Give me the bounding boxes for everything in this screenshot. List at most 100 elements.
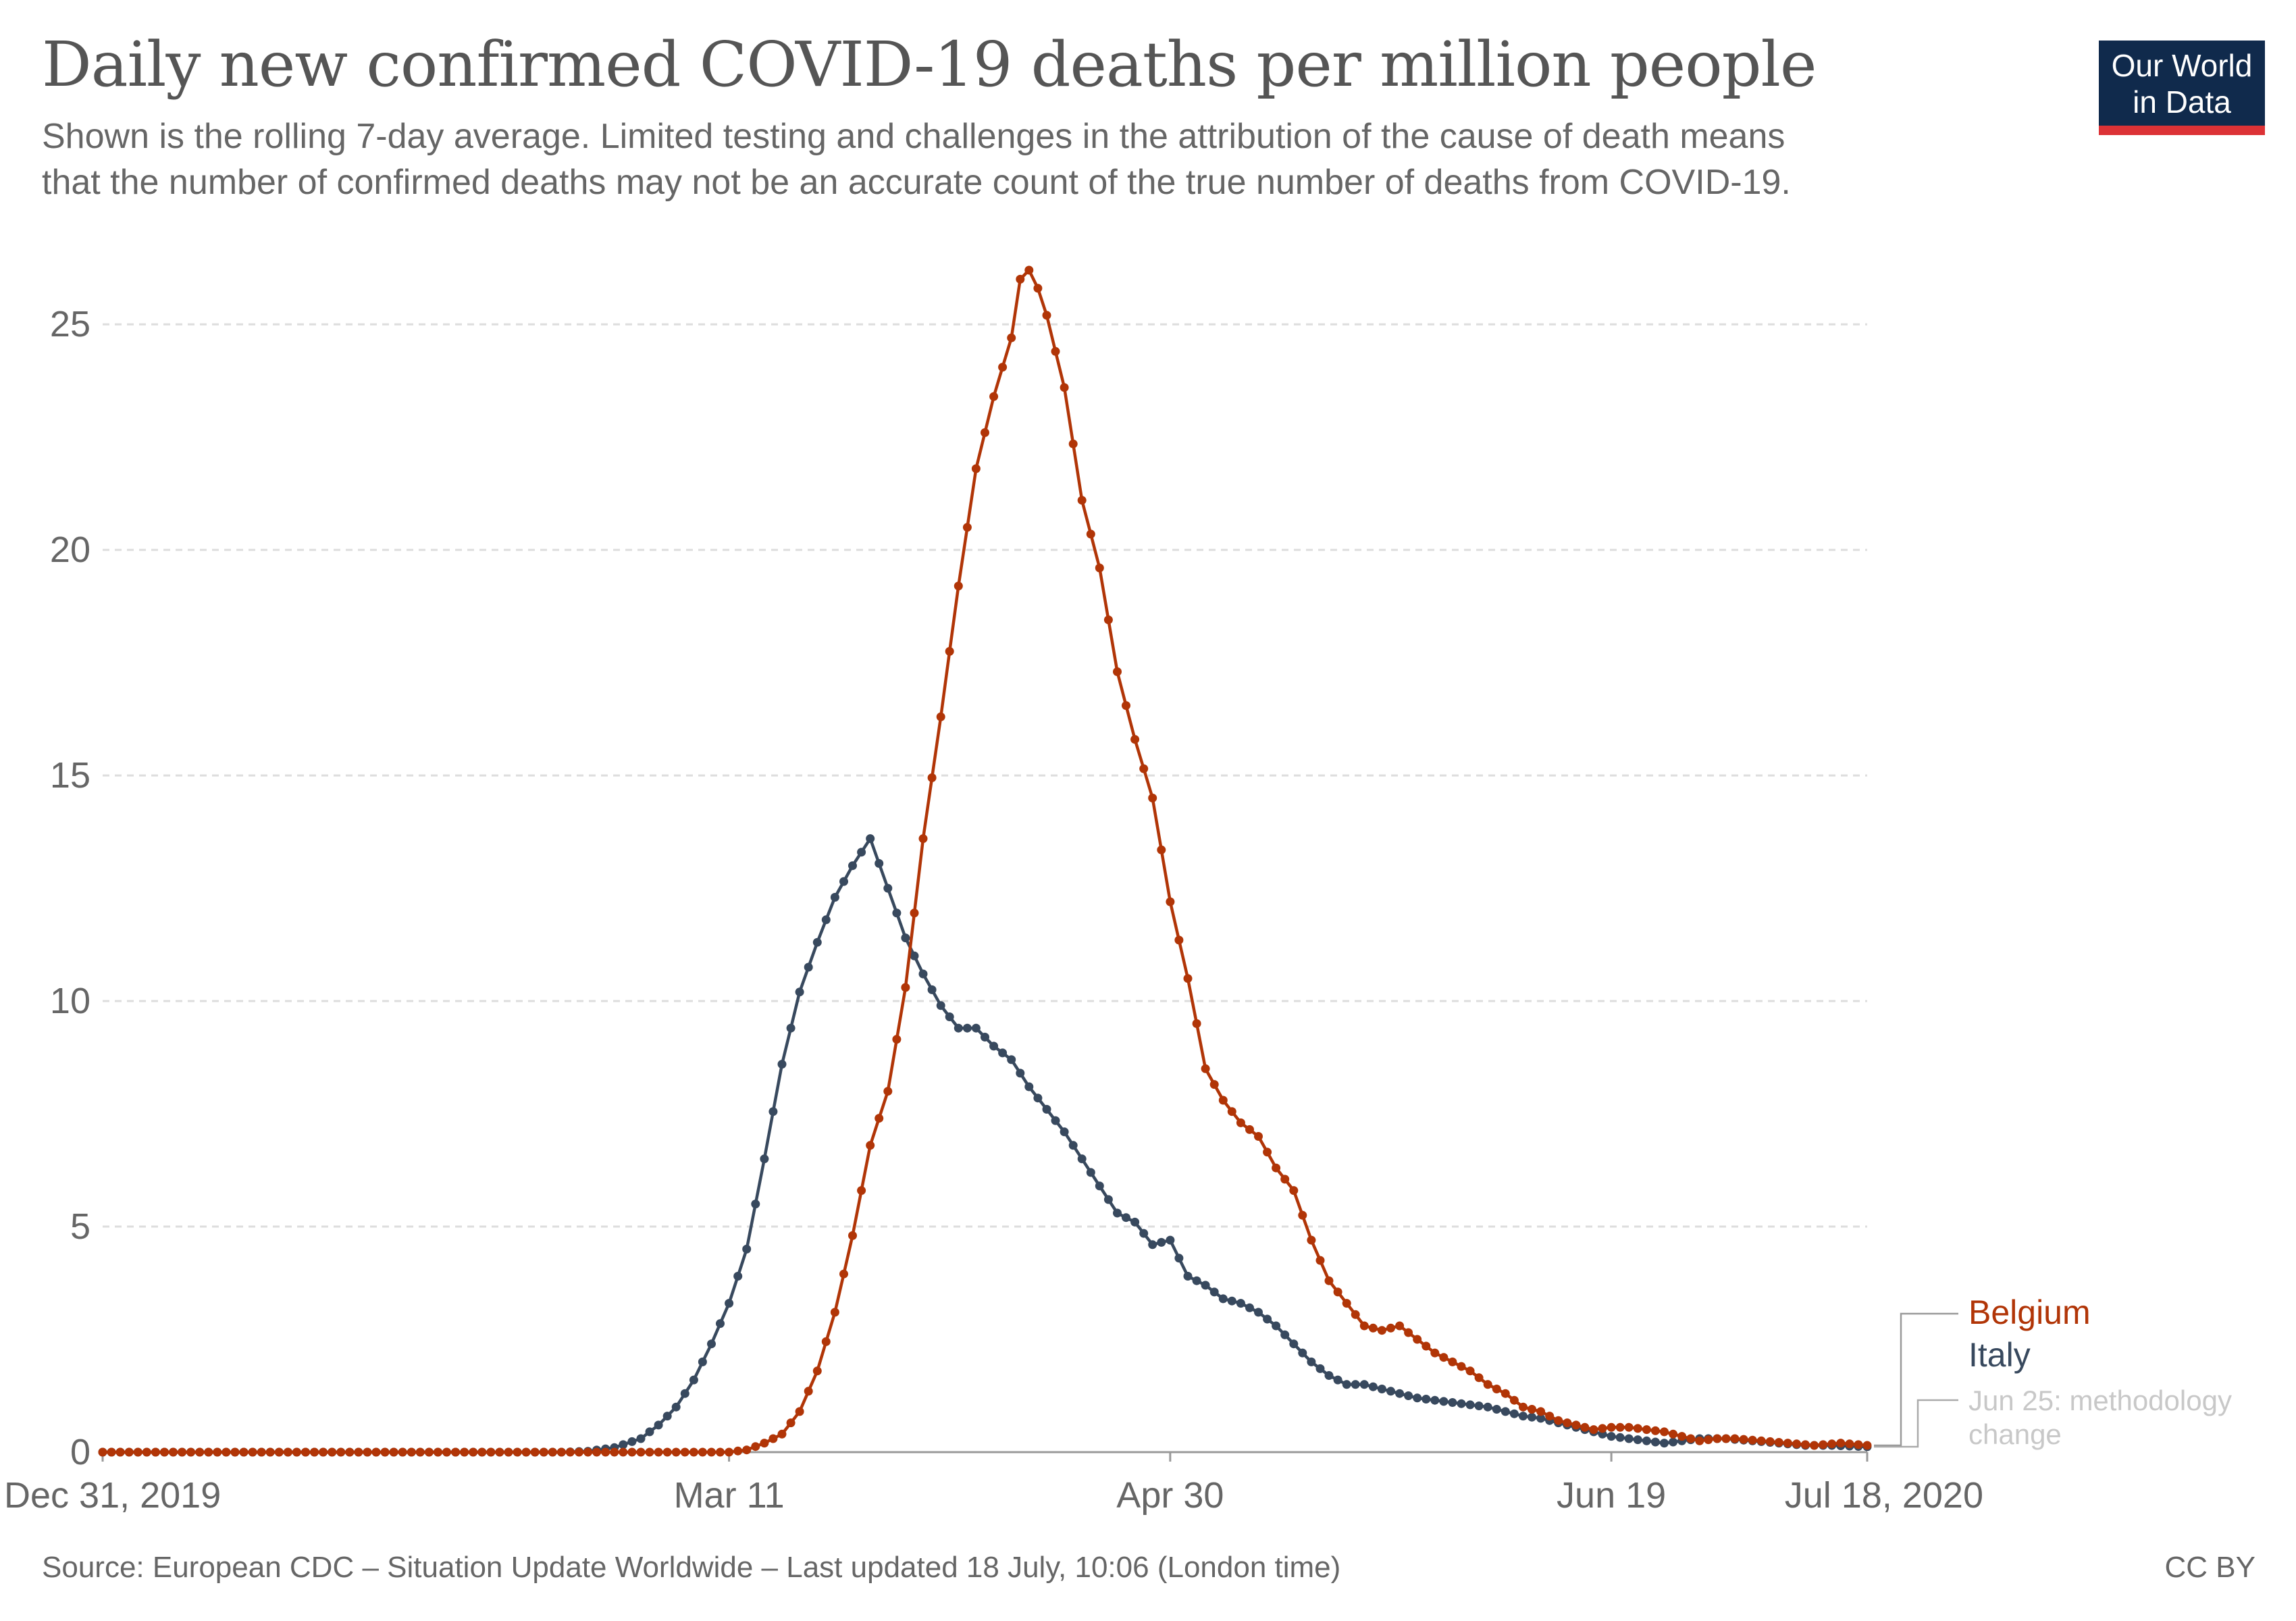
legend-connector — [1874, 1312, 1958, 1447]
data-point — [1289, 1186, 1299, 1195]
data-point — [495, 1447, 504, 1457]
data-point — [363, 1447, 372, 1457]
series-line-belgium[interactable] — [103, 268, 1868, 1454]
data-point — [1377, 1385, 1386, 1393]
data-point — [204, 1447, 213, 1457]
data-point — [1192, 1019, 1201, 1028]
data-point — [1669, 1437, 1678, 1447]
data-point — [265, 1447, 275, 1457]
data-point — [1439, 1353, 1449, 1362]
data-point — [283, 1447, 292, 1457]
data-point — [981, 428, 989, 437]
data-point — [380, 1447, 390, 1457]
data-point — [1695, 1436, 1704, 1445]
legend[interactable]: Belgium Italy — [1874, 1293, 2091, 1447]
data-point — [1307, 1235, 1316, 1245]
data-point — [1166, 1235, 1175, 1245]
data-point — [1509, 1395, 1519, 1405]
data-point — [539, 1447, 548, 1457]
data-point — [1103, 1195, 1113, 1204]
data-point — [1660, 1427, 1669, 1437]
data-point — [565, 1447, 575, 1457]
data-point — [892, 908, 902, 918]
data-point — [575, 1447, 583, 1457]
data-point — [1395, 1389, 1405, 1398]
data-point — [866, 834, 875, 844]
data-point — [1607, 1432, 1616, 1441]
footer-license[interactable]: CC BY — [2164, 1551, 2255, 1584]
data-point — [1192, 1276, 1201, 1285]
data-point — [1042, 1104, 1051, 1114]
data-point — [1007, 333, 1016, 342]
series-line-italy[interactable] — [103, 837, 1868, 1454]
data-point — [1095, 1181, 1104, 1191]
x-tick-label: Mar 11 — [674, 1475, 785, 1516]
data-point — [1615, 1422, 1625, 1432]
data-point — [354, 1447, 363, 1457]
data-point — [1033, 284, 1043, 293]
x-tick-label: Jul 18, 2020 — [1785, 1475, 1983, 1516]
data-point — [1333, 1375, 1342, 1385]
data-point — [345, 1447, 355, 1457]
data-point — [1280, 1175, 1290, 1184]
data-point — [1130, 735, 1140, 744]
data-point — [689, 1375, 698, 1385]
data-point — [1501, 1407, 1510, 1416]
subtitle-line-1: Shown is the rolling 7-day average. Limi… — [42, 117, 1785, 156]
data-point — [1421, 1341, 1431, 1351]
data-point — [1359, 1321, 1369, 1331]
x-axis-ticks: Dec 31, 2019 Mar 11 Apr 30 Jun 19 Jul 18, 20… — [4, 1451, 1983, 1516]
data-point — [716, 1319, 725, 1329]
data-point — [680, 1447, 689, 1457]
data-point — [1686, 1434, 1696, 1443]
data-point — [1324, 1371, 1334, 1380]
legend-label-italy[interactable]: Italy — [1968, 1336, 2031, 1374]
data-point — [636, 1434, 646, 1443]
data-point — [1783, 1439, 1792, 1448]
legend-label-belgium[interactable]: Belgium — [1968, 1293, 2091, 1331]
data-point — [1650, 1426, 1660, 1435]
data-point — [716, 1447, 725, 1457]
data-point — [1130, 1217, 1140, 1227]
data-point — [1730, 1434, 1740, 1443]
data-point — [971, 1023, 981, 1033]
data-point — [1280, 1330, 1290, 1339]
data-point — [583, 1447, 593, 1457]
data-point — [407, 1447, 416, 1457]
y-tick-label: 15 — [50, 755, 90, 796]
data-point — [1624, 1434, 1634, 1443]
data-point — [107, 1447, 116, 1457]
data-point — [504, 1447, 513, 1457]
data-point — [1430, 1348, 1440, 1358]
data-point — [186, 1447, 196, 1457]
data-point — [1113, 1208, 1122, 1218]
data-point — [962, 1023, 972, 1033]
data-point — [230, 1447, 240, 1457]
data-point — [1554, 1416, 1563, 1425]
data-point — [1368, 1382, 1378, 1391]
data-point — [910, 908, 919, 918]
data-point — [936, 1001, 945, 1010]
data-point — [1483, 1380, 1492, 1389]
data-point — [901, 933, 910, 943]
data-point — [1536, 1414, 1546, 1423]
data-point — [151, 1447, 160, 1457]
data-point — [857, 848, 866, 857]
data-point — [1201, 1281, 1210, 1290]
data-point — [662, 1447, 672, 1457]
data-point — [530, 1447, 540, 1457]
data-point — [751, 1442, 760, 1451]
series-belgium — [98, 265, 1872, 1457]
annotation-connector — [1874, 1399, 1958, 1448]
data-point — [1748, 1435, 1757, 1445]
footer-source[interactable]: Source: European CDC – Situation Update … — [42, 1551, 1341, 1584]
data-point — [1801, 1440, 1810, 1449]
data-point — [936, 712, 945, 721]
data-point — [1272, 1163, 1281, 1173]
data-point — [1519, 1412, 1528, 1421]
data-point — [1077, 496, 1087, 505]
data-point — [1404, 1391, 1413, 1400]
our-world-in-data-logo[interactable]: Our World in Data — [2099, 41, 2265, 135]
data-point — [221, 1447, 231, 1457]
data-point — [336, 1447, 346, 1457]
